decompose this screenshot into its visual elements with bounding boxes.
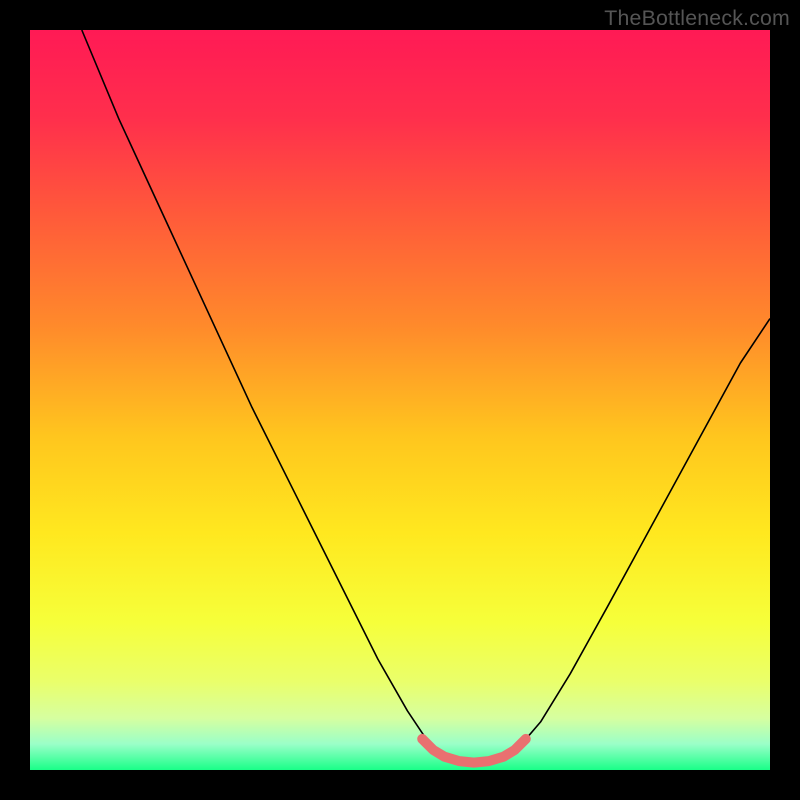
chart-canvas: TheBottleneck.com <box>0 0 800 800</box>
bottleneck-chart <box>0 0 800 800</box>
watermark-text: TheBottleneck.com <box>604 6 790 31</box>
plot-background <box>30 30 770 770</box>
